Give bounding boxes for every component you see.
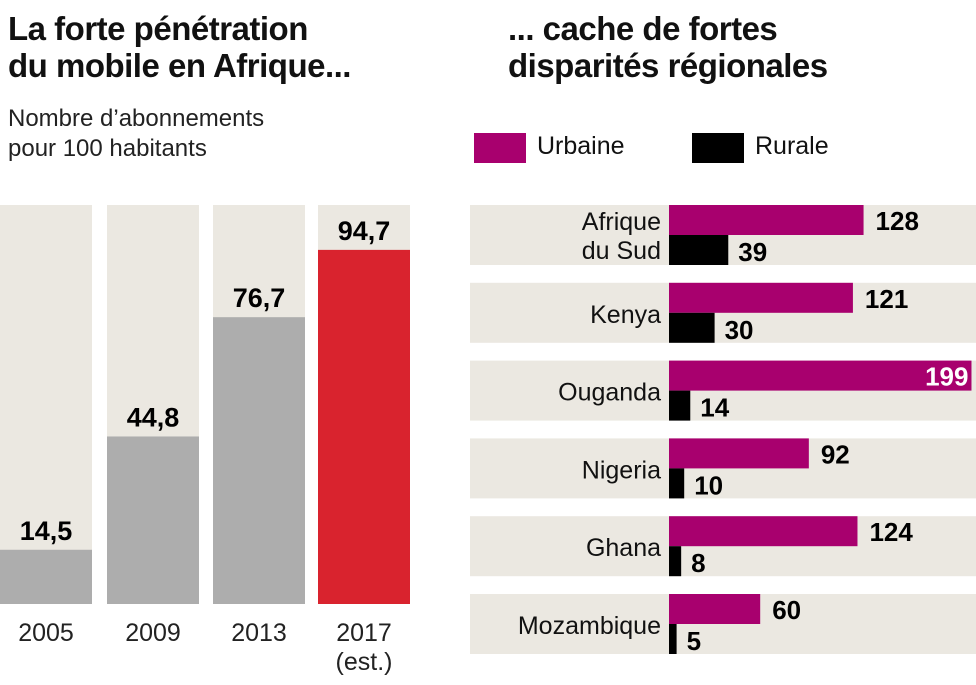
- value-label-rurale: 10: [694, 470, 723, 500]
- left-title-line: La forte pénétration: [8, 10, 308, 47]
- left-title-line: du mobile en Afrique...: [8, 47, 351, 84]
- x-tick-label: 2005: [18, 619, 74, 647]
- bar-rurale: [669, 546, 682, 577]
- bar-value-label: 94,7: [338, 216, 391, 246]
- bar-rurale: [669, 390, 691, 421]
- subtitle-line: Nombre d’abonnements: [8, 105, 265, 132]
- value-label-rurale: 8: [691, 548, 705, 578]
- legend-swatch-urbaine: [474, 133, 526, 163]
- category-label: Ghana: [586, 534, 661, 562]
- bar-background: [0, 205, 92, 604]
- right-title: ... cache de fortes disparités régionale…: [508, 10, 828, 84]
- value-label-rurale: 30: [725, 315, 754, 345]
- bar-urbaine: [669, 205, 864, 235]
- category-label: Mozambique: [518, 612, 661, 640]
- bar-rurale: [669, 624, 677, 654]
- category-label: Kenya: [590, 301, 661, 329]
- legend-label-urbaine: Urbaine: [537, 132, 625, 160]
- value-label-urbaine: 199: [925, 362, 968, 392]
- value-label-urbaine: 124: [869, 517, 913, 547]
- value-label-rurale: 14: [700, 393, 729, 423]
- category-label: du Sud: [582, 237, 661, 265]
- bar-2017: [318, 249, 410, 604]
- left-title: La forte pénétration du mobile en Afriqu…: [8, 10, 351, 84]
- bar-urbaine: [669, 516, 858, 547]
- x-tick-note: (est.): [336, 648, 393, 676]
- category-label: Afrique: [582, 208, 661, 236]
- value-label-rurale: 5: [687, 626, 701, 656]
- bar-2013: [213, 317, 305, 604]
- subtitle-line: pour 100 habitants: [8, 135, 207, 162]
- bar-urbaine: [669, 282, 853, 313]
- legend-swatch-rurale: [692, 133, 744, 163]
- bar-value-label: 14,5: [20, 516, 73, 546]
- bar-rurale: [669, 312, 715, 343]
- bar-rurale: [669, 235, 729, 265]
- x-tick-label: 2013: [231, 619, 287, 647]
- bar-value-label: 76,7: [233, 283, 286, 313]
- bar-urbaine: [669, 360, 972, 391]
- value-label-urbaine: 60: [772, 595, 801, 625]
- bar-rurale: [669, 468, 685, 499]
- bar-urbaine: [669, 594, 761, 624]
- value-label-urbaine: 92: [821, 439, 850, 469]
- category-label: Nigeria: [582, 456, 661, 484]
- category-label: Ouganda: [558, 379, 661, 407]
- bar-2005: [0, 549, 92, 604]
- x-tick-label: 2017: [336, 619, 392, 647]
- legend-label-rurale: Rurale: [755, 132, 829, 160]
- bar-urbaine: [669, 438, 809, 469]
- bar-value-label: 44,8: [127, 402, 180, 432]
- right-title-line: disparités régionales: [508, 47, 828, 84]
- x-tick-label: 2009: [125, 619, 181, 647]
- value-label-urbaine: 121: [865, 284, 908, 314]
- right-title-line: ... cache de fortes: [508, 10, 778, 47]
- left-subtitle: Nombre d’abonnements pour 100 habitants: [8, 104, 264, 164]
- bar-2009: [107, 436, 199, 604]
- value-label-urbaine: 128: [876, 206, 919, 236]
- value-label-rurale: 39: [738, 237, 767, 267]
